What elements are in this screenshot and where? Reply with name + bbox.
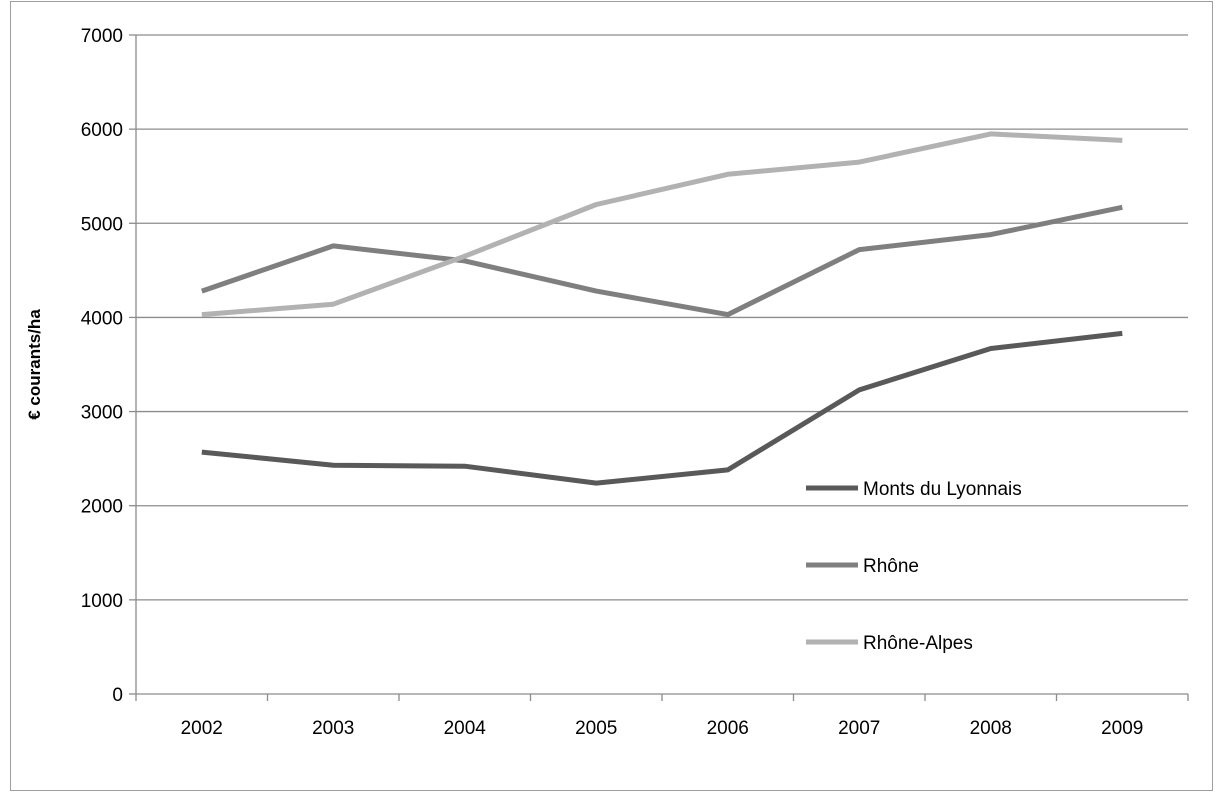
x-tick-label: 2008 [970, 718, 1012, 739]
x-tick-label: 2007 [838, 718, 880, 739]
legend-label: Monts du Lyonnais [863, 479, 1022, 500]
axes [129, 34, 1189, 701]
gridlines [136, 34, 1188, 601]
series-line-0 [201, 330, 1123, 486]
y-tick-labels: 0 1000 2000 3000 4000 5000 6000 7000 [81, 26, 123, 706]
legend-label: Rhône [863, 556, 919, 577]
x-tick-label: 2003 [312, 718, 354, 739]
series-lines [200, 131, 1123, 486]
x-tick-label: 2009 [1101, 718, 1143, 739]
y-axis-label: € courants/ha [25, 309, 44, 420]
legend-label: Rhône-Alpes [863, 633, 973, 654]
y-tick-label: 2000 [81, 497, 123, 518]
x-tick-label: 2006 [707, 718, 749, 739]
y-tick-label: 7000 [81, 26, 123, 47]
x-tick-label: 2004 [444, 718, 487, 739]
x-tick-label: 2005 [575, 718, 617, 739]
series-line-1 [200, 204, 1123, 318]
y-tick-label: 5000 [81, 214, 123, 235]
series-line-2 [201, 131, 1123, 318]
y-tick-label: 3000 [81, 403, 123, 424]
x-tick-labels: 2002 2003 2004 2005 2006 2007 2008 2009 [181, 718, 1144, 739]
y-tick-label: 6000 [81, 120, 123, 141]
y-tick-label: 1000 [81, 591, 123, 612]
y-tick-label: 4000 [81, 308, 123, 329]
x-tick-label: 2002 [181, 718, 223, 739]
legend: Monts du Lyonnais Rhône Rhône-Alpes [806, 479, 1022, 654]
y-tick-label: 0 [112, 685, 123, 706]
